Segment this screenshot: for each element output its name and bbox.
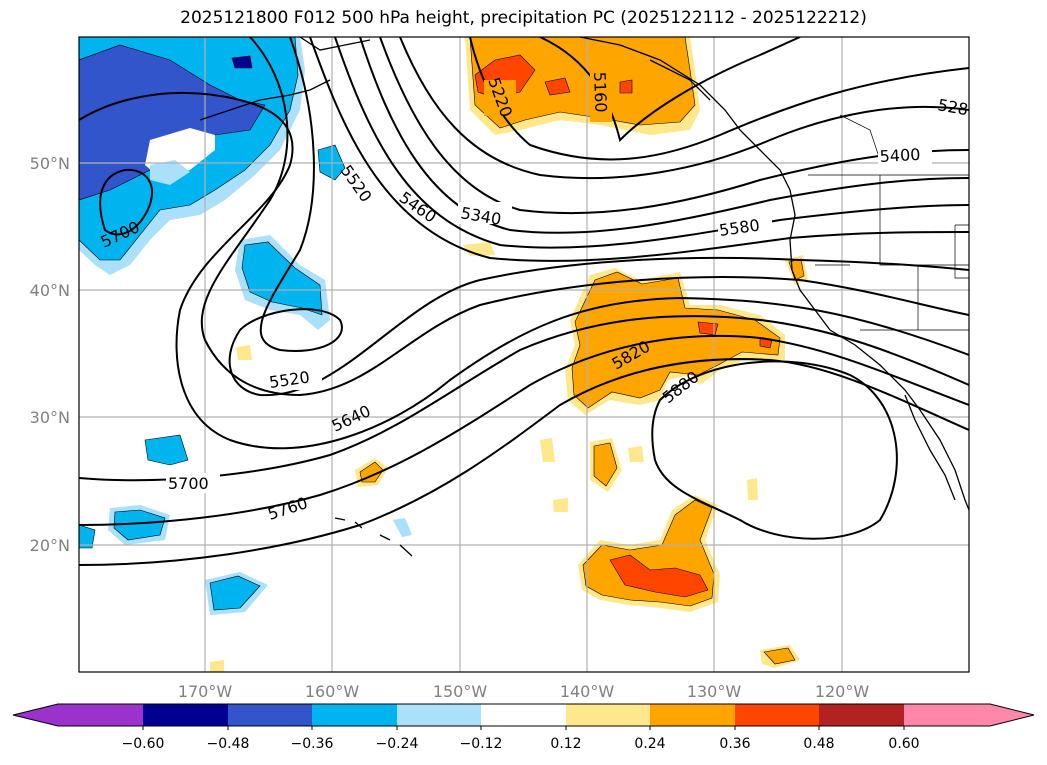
map-title: 2025121800 F012 500 hPa height, precipit… [180, 8, 867, 28]
map-frame [78, 36, 970, 673]
contour-5460 [334, 37, 969, 249]
colorbar-label: −0.36 [291, 736, 334, 752]
shading-pos-light-14 [236, 345, 252, 360]
colorbar-upper-extension [990, 704, 1034, 726]
shading-pos-light-13 [553, 498, 568, 512]
colorbar-segment [58, 704, 143, 726]
shading-pos-light-12 [747, 478, 758, 500]
colorbar-label: 0.12 [550, 736, 581, 752]
lat-tick-label: 30°N [30, 408, 70, 427]
colorbar-segment [566, 704, 650, 726]
shading-neg-mid-5 [113, 509, 166, 541]
shading-pos-strong-south [609, 554, 709, 598]
contour-5580 [228, 37, 969, 397]
coast-north-america [579, 37, 969, 511]
shading-pos-mid-5 [593, 442, 618, 487]
colorbar-label: 0.60 [888, 736, 919, 752]
contour-north-loop [79, 92, 969, 450]
negative-anomaly-shading [79, 37, 412, 615]
shading-pos-mid-alaska [469, 37, 696, 129]
colorbar-outline [12, 703, 1035, 727]
shading-neg-mid-4 [144, 434, 189, 466]
contour-5760 [79, 334, 969, 526]
shading-pos-light-15 [210, 660, 224, 672]
colorbar-label: −0.24 [376, 736, 419, 752]
contour-labels: 5220 5160 5280 5400 5340 5460 5520 5580 … [98, 70, 969, 524]
latitude-ticks: 50°N 40°N 30°N 20°N [30, 154, 70, 555]
lon-tick-label: 120°W [815, 682, 870, 701]
colorbar-label: −0.60 [122, 736, 165, 752]
shading-pos-strong-alaska-3 [619, 79, 633, 94]
colorbar-segment [143, 704, 228, 726]
coast-south-alaska [299, 37, 371, 51]
shading-pos-light-10 [540, 438, 555, 462]
contour-south-edge [79, 358, 969, 566]
contour-5280 [399, 37, 969, 180]
lat-tick-label: 20°N [30, 536, 70, 555]
contour-5520-upper [309, 37, 969, 262]
coast-baja [904, 394, 956, 501]
colorbar-lower-extension [13, 704, 58, 726]
colorbar-segment [228, 704, 312, 726]
lat-tick-label: 40°N [30, 281, 70, 300]
contour-label: 5700 [168, 474, 209, 493]
lon-tick-label: 160°W [305, 682, 360, 701]
shading-neg-light-8 [393, 518, 412, 537]
positive-anomaly-shading [210, 37, 808, 672]
shading-pos-mid-9 [763, 647, 796, 665]
lat-tick-label: 50°N [30, 154, 70, 173]
map-plot-area: 5220 5160 5280 5400 5340 5460 5520 5580 … [79, 37, 969, 672]
lon-tick-label: 130°W [687, 682, 742, 701]
contour-label: 5160 [590, 71, 610, 112]
colorbar-segment [481, 704, 566, 726]
contour-5400 [359, 37, 969, 234]
colorbar-label: 0.24 [634, 736, 665, 752]
lon-tick-label: 150°W [433, 682, 488, 701]
lon-tick-label: 140°W [560, 682, 615, 701]
contour-5340 [379, 37, 969, 215]
colorbar-segment [735, 704, 819, 726]
contour-5700-south [79, 315, 969, 482]
colorbar-label: −0.12 [460, 736, 503, 752]
state-borders [808, 114, 969, 331]
longitude-ticks: 170°W 160°W 150°W 140°W 130°W 120°W [178, 682, 870, 701]
shading-pos-light-11 [628, 446, 644, 462]
colorbar: −0.60 −0.48 −0.36 −0.24 −0.12 0.12 0.24 … [12, 703, 1035, 752]
shading-neg-strong [79, 44, 266, 201]
shading-pos-strong-main [697, 321, 719, 336]
contour-label: 5400 [879, 145, 921, 166]
contour-5880-closed [651, 360, 898, 540]
colorbar-segment [397, 704, 481, 726]
shading-neg-light-hole [150, 160, 190, 185]
shading-pos-strong-alaska-2 [544, 77, 571, 96]
shading-neg-mid-6 [79, 524, 96, 549]
lon-tick-label: 170°W [178, 682, 233, 701]
graticule [79, 37, 969, 672]
contour-5640 [200, 37, 969, 397]
colorbar-label: 0.36 [719, 736, 750, 752]
shading-neg-max [231, 55, 253, 69]
colorbar-segment [904, 704, 990, 726]
shading-neg-mid-7 [209, 575, 261, 611]
colorbar-label: 0.48 [803, 736, 834, 752]
colorbar-segment [650, 704, 735, 726]
colorbar-label: −0.48 [207, 736, 250, 752]
colorbar-segment [819, 704, 904, 726]
coast-aleutians [199, 79, 331, 121]
contour-5700-closed [99, 168, 154, 236]
contour-5160 [539, 37, 801, 142]
coastlines [199, 37, 969, 557]
colorbar-segment [312, 704, 397, 726]
coast-alaska-panhandle [649, 59, 711, 101]
